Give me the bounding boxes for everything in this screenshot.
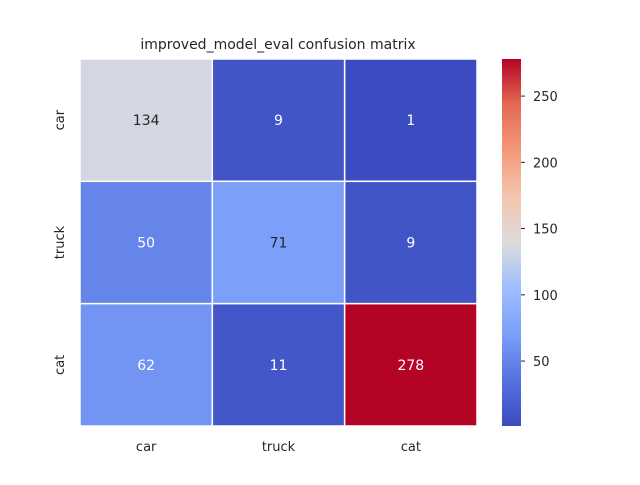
- x-axis-tick-labels: car truck cat: [136, 440, 421, 455]
- heatmap-cell: [211, 302, 346, 427]
- x-tick-label: truck: [262, 440, 296, 455]
- heatmap-cell-labels: 134 9 1 50 71 9 62 11 278: [133, 113, 424, 374]
- cell-value-label: 278: [397, 358, 424, 374]
- heatmap-cell: [211, 180, 346, 305]
- cell-value-label: 134: [133, 113, 160, 129]
- colorbar-tick-label: 50: [533, 355, 550, 370]
- x-tick-label: cat: [401, 440, 421, 455]
- cell-value-label: 62: [137, 358, 155, 374]
- y-axis-tick-labels: car truck cat: [53, 109, 68, 375]
- colorbar-tick-label: 150: [533, 223, 558, 238]
- heatmap-cell: [79, 58, 214, 183]
- heatmap-cell: [211, 58, 346, 183]
- x-tick-label: car: [136, 440, 157, 455]
- cell-value-label: 1: [406, 113, 415, 129]
- y-tick-label: car: [53, 109, 68, 130]
- colorbar-ticks: 50 100 150 200 250: [521, 90, 558, 370]
- heatmap-cell: [343, 180, 478, 305]
- heatmap-cell: [343, 302, 478, 427]
- y-tick-label: truck: [53, 225, 68, 259]
- cell-value-label: 71: [270, 236, 288, 252]
- heatmap-cell: [343, 58, 478, 183]
- colorbar-tick-label: 100: [533, 289, 558, 304]
- cell-value-label: 9: [406, 236, 415, 252]
- y-tick-label: cat: [53, 355, 68, 375]
- chart-title: improved_model_eval confusion matrix: [140, 37, 415, 53]
- colorbar-tick-label: 250: [533, 90, 558, 105]
- cell-value-label: 11: [270, 358, 288, 374]
- cell-value-label: 9: [274, 113, 283, 129]
- heatmap-cells: [79, 58, 478, 427]
- colorbar: [502, 59, 521, 426]
- heatmap-cell: [79, 180, 214, 305]
- heatmap-cell: [79, 302, 214, 427]
- cell-value-label: 50: [137, 236, 155, 252]
- colorbar-tick-label: 200: [533, 156, 558, 171]
